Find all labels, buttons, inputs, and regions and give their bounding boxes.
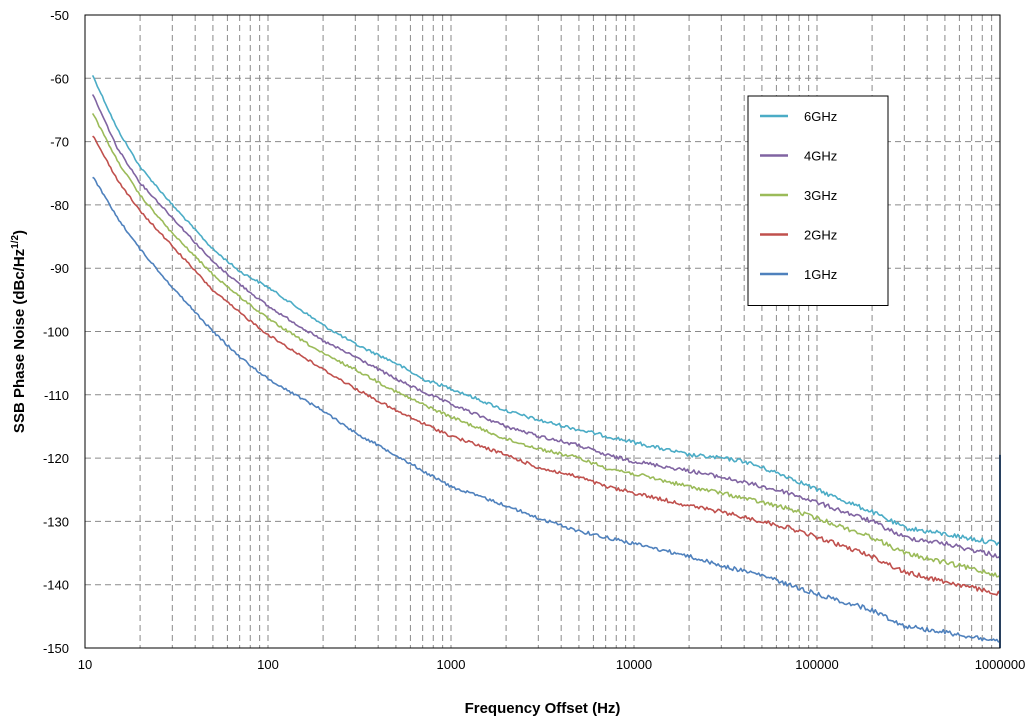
legend: 6GHz 4GHz 3GHz 2GHz 1GHz [747, 95, 889, 306]
series-line [91, 94, 1001, 559]
y-axis-title-close: ) [11, 230, 28, 235]
legend-label: 4GHz [804, 149, 837, 164]
x-tick-label: 1000000 [975, 657, 1026, 672]
y-tick-label: -130 [43, 514, 69, 529]
x-tick-labels: 10 100 1000 10000 100000 1000000 [78, 657, 1026, 672]
legend-label: 3GHz [804, 188, 837, 203]
y-tick-label: -50 [50, 8, 69, 23]
y-tick-labels: -150 -140 -130 -120 -110 -100 -90 -80 -70 -60 -50 [43, 8, 69, 656]
legend-label: 2GHz [804, 228, 837, 243]
y-tick-label: -70 [50, 135, 69, 150]
y-tick-label: -140 [43, 578, 69, 593]
legend-label: 1GHz [804, 267, 837, 282]
x-tick-label: 100 [257, 657, 279, 672]
y-axis-title-superscript: 1/2 [10, 235, 21, 249]
y-tick-label: -110 [44, 388, 69, 403]
x-tick-label: 10 [78, 657, 92, 672]
x-axis-title: Frequency Offset (Hz) [465, 700, 621, 717]
plot-frame [84, 14, 1001, 649]
series-line [92, 135, 1001, 596]
y-tick-label: -60 [50, 71, 69, 86]
y-tick-label: -120 [43, 451, 69, 466]
y-tick-label: -80 [50, 198, 69, 213]
x-tick-label: 100000 [795, 657, 838, 672]
x-tick-label: 10000 [616, 657, 652, 672]
y-axis-title-main: SSB Phase Noise (dBc/Hz [11, 249, 28, 433]
legend-label: 6GHz [804, 109, 837, 124]
y-tick-label: -100 [43, 325, 69, 340]
series-line [91, 75, 1001, 546]
y-axis-title: SSB Phase Noise (dBc/Hz1/2) [10, 230, 28, 433]
x-tick-label: 1000 [437, 657, 466, 672]
y-tick-label: -150 [43, 641, 69, 656]
legend-box [747, 95, 889, 306]
series-line [91, 112, 1001, 578]
y-tick-label: -90 [50, 261, 69, 276]
series-line [92, 176, 1001, 643]
